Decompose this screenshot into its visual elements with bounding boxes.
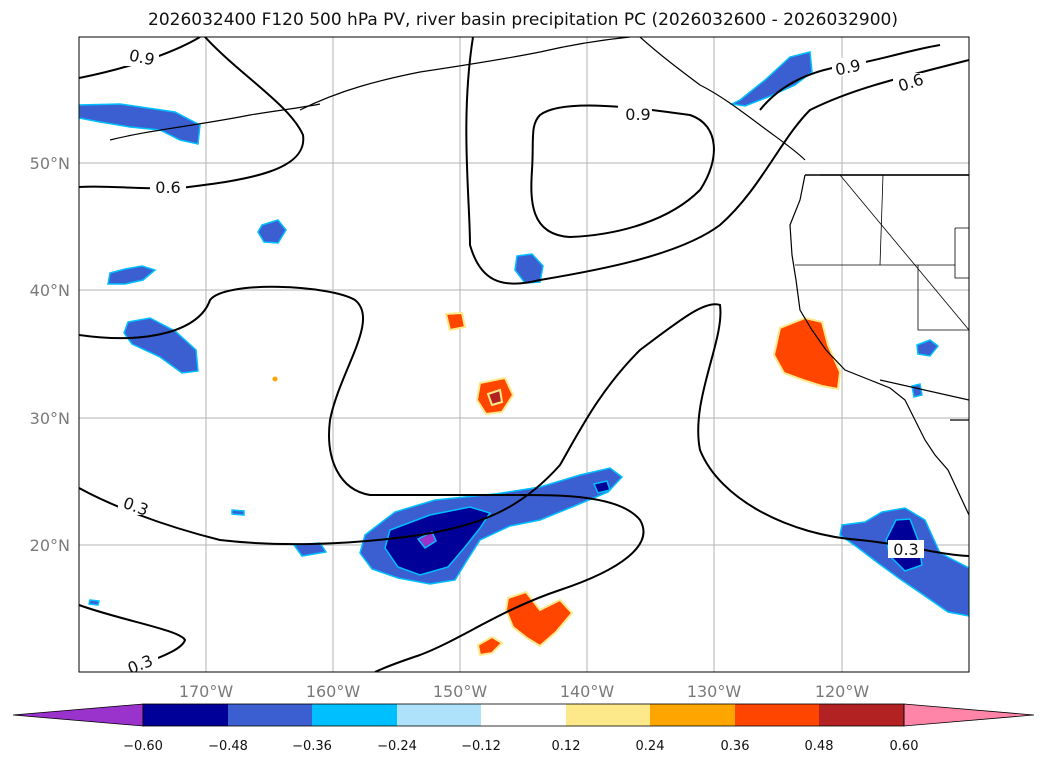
lon-tick-label: 120°W: [815, 682, 870, 701]
precip-red-area: [272, 376, 278, 382]
precip-blue-area: [107, 265, 157, 285]
colorbar-tick-label: −0.12: [461, 739, 501, 754]
lon-tick-label: 130°W: [687, 682, 742, 701]
map-panel: 0.9 0.9 0.9 0.6 0.6 0.3 0.3 0.3: [78, 36, 970, 673]
contour-label: 0.6: [155, 178, 180, 197]
precip-red-area: [476, 635, 504, 657]
colorbar-tick-label: −0.24: [377, 739, 417, 754]
colorbar-segment: [312, 704, 397, 726]
colorbar-extend-low: [12, 703, 144, 727]
colorbar-tick-label: 0.12: [552, 739, 581, 754]
lon-tick-label: 170°W: [179, 682, 234, 701]
lat-tick-label: 50°N: [30, 154, 70, 173]
colorbar-tick-label: −0.60: [123, 739, 163, 754]
colorbar-tick-label: 0.24: [636, 739, 665, 754]
colorbar-segment: [735, 704, 819, 726]
precip-blue-area: [231, 509, 245, 516]
precip-blue-area: [79, 103, 201, 145]
map-gridlines: [79, 37, 969, 672]
colorbar-segment: [650, 704, 735, 726]
precip-red-area: [486, 388, 504, 407]
precip-blue-area: [729, 51, 813, 107]
positive-precip-areas: [272, 311, 842, 657]
negative-precip-areas: [79, 51, 969, 617]
lon-tick-label: 140°W: [560, 682, 615, 701]
precip-blue-area: [592, 480, 611, 494]
latitude-axis: 50°N 40°N 30°N 20°N: [30, 154, 70, 555]
colorbar-extend-high: [903, 703, 1035, 727]
colorbar-segment: [819, 704, 904, 726]
contour-label: 0.9: [833, 56, 862, 80]
colorbar-tick-label: −0.36: [292, 739, 332, 754]
colorbar-segment: [397, 704, 481, 726]
precip-blue-area: [384, 506, 492, 576]
pv-contours: [79, 37, 969, 672]
colorbar: −0.60 −0.48 −0.36 −0.24 −0.12 0.12 0.24 …: [12, 703, 1035, 754]
colorbar-segment: [481, 704, 566, 726]
colorbar-tick-label: 0.36: [721, 739, 750, 754]
precip-blue-area: [257, 219, 287, 244]
map-frame: [78, 36, 970, 673]
precip-blue-area: [911, 383, 923, 398]
lat-tick-label: 30°N: [30, 409, 70, 428]
precip-red-area: [772, 316, 842, 391]
contour-labels: 0.9 0.9 0.9 0.6 0.6 0.3 0.3 0.3: [118, 46, 929, 672]
longitude-axis: 170°W 160°W 150°W 140°W 130°W 120°W: [179, 682, 870, 701]
colorbar-tick-label: 0.48: [805, 739, 834, 754]
colorbar-tick-label: −0.48: [208, 739, 248, 754]
figure-title: 2026032400 F120 500 hPa PV, river basin …: [148, 10, 898, 30]
lat-tick-label: 40°N: [30, 281, 70, 300]
colorbar-tick-label: 0.60: [890, 739, 919, 754]
precip-red-area: [444, 311, 467, 332]
precip-blue-area: [916, 339, 940, 357]
contour-label: 0.9: [625, 105, 650, 124]
lat-tick-label: 20°N: [30, 536, 70, 555]
precip-blue-area: [88, 599, 100, 606]
contour-label: 0.3: [893, 540, 918, 559]
lon-tick-label: 150°W: [433, 682, 488, 701]
colorbar-segment: [143, 704, 228, 726]
contour-label: 0.9: [127, 46, 156, 70]
precip-blue-area: [514, 253, 544, 284]
colorbar-segment: [566, 704, 650, 726]
lon-tick-label: 160°W: [306, 682, 361, 701]
colorbar-segment: [228, 704, 312, 726]
